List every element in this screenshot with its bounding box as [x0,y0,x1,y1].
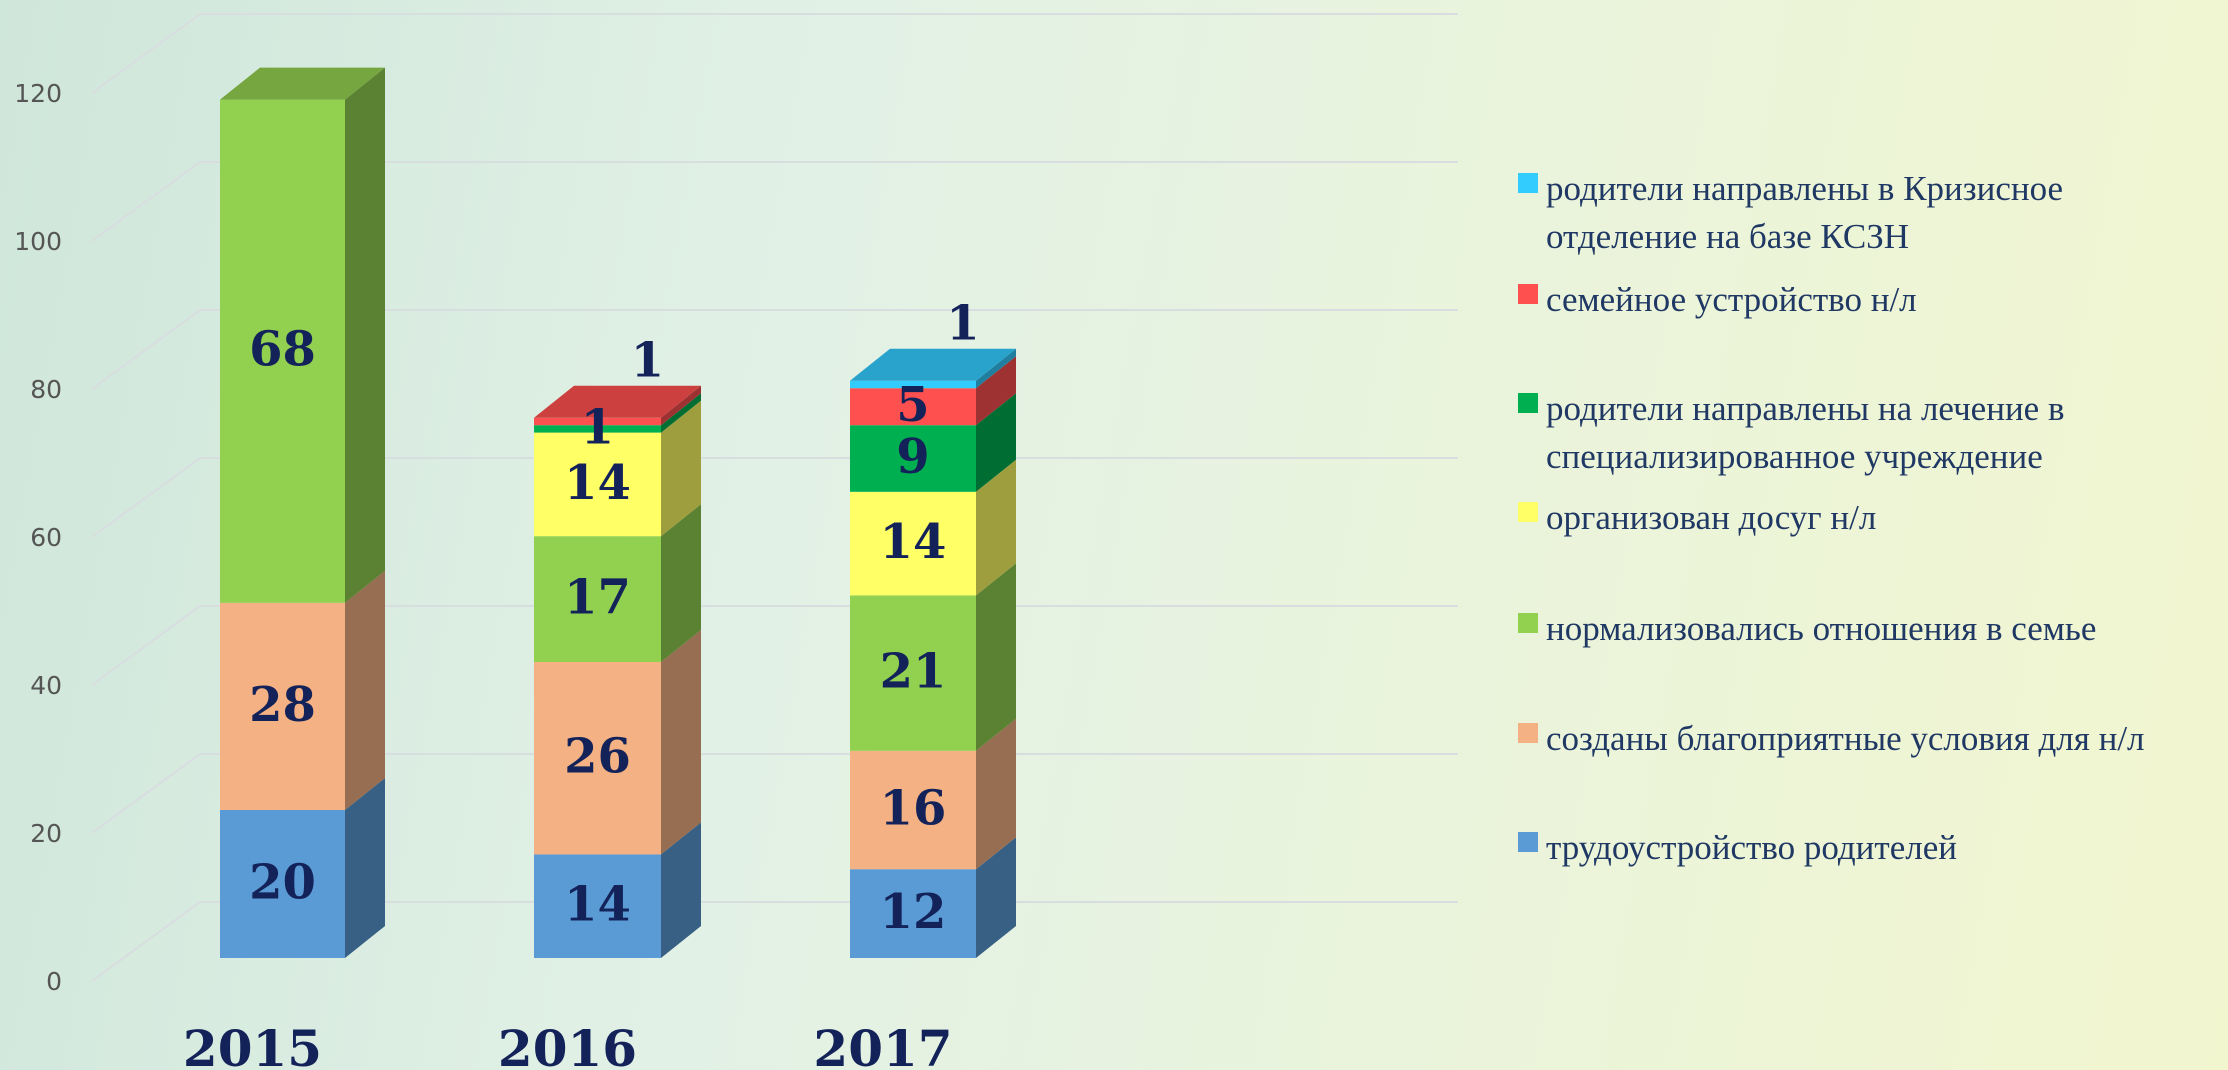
bar [850,380,976,389]
grid-line [91,605,201,686]
bar-top [850,348,1016,381]
bar-side [661,504,701,662]
bar-side [976,459,1016,596]
data-label: 21 [880,644,947,700]
legend-swatch [1518,502,1538,522]
legend-label: организован досуг н/л [1546,498,1877,537]
data-label: 5 [896,377,929,433]
bar [850,388,976,426]
bar-side [976,563,1016,751]
bar [534,425,661,433]
bar [534,432,661,537]
bar [850,869,976,958]
bar-side [976,718,1016,870]
x-tick-label: 2017 [813,1019,952,1070]
legend-swatch [1518,284,1538,304]
bar-side [976,837,1016,958]
data-label: 28 [249,677,316,733]
grid-line [91,901,201,982]
bar [534,854,661,958]
data-label: 68 [249,322,316,378]
data-label: 9 [896,429,929,485]
legend-swatch [1518,393,1538,413]
y-tick-label: 20 [30,819,62,848]
bar [850,425,976,492]
bar-top [220,67,385,100]
grid-line [91,161,201,242]
grid-line [91,13,201,94]
bar-side [661,630,701,855]
legend-label: трудоустройство родителей [1546,828,1957,867]
legend-swatch [1518,173,1538,193]
bar [850,491,976,596]
legend-label: родители направлены на лечение в специал… [1546,389,2065,476]
data-label: 1 [631,332,664,388]
legend-swatch [1518,723,1538,743]
data-label: 20 [249,855,316,911]
bar [850,750,976,870]
y-tick-label: 60 [30,523,62,552]
bar-side [345,570,385,810]
y-tick-label: 0 [46,967,62,996]
bar-side [976,348,1016,389]
bar-side [661,822,701,958]
data-label: 26 [564,729,631,785]
legend-label: родители направлены в Кризисное отделени… [1546,169,2064,256]
bar [220,602,345,810]
data-label: 1 [946,295,979,351]
bar-side [661,385,701,426]
y-tick-label: 40 [30,671,62,700]
legend-label: семейное устройство н/л [1546,280,1917,319]
bar-side [345,67,385,603]
bar-side [661,393,701,433]
legend-swatch [1518,613,1538,633]
legend-swatch [1518,832,1538,852]
grid-line [91,309,201,390]
bar [850,595,976,751]
data-label: 14 [564,455,631,511]
bar-side [345,778,385,958]
x-tick-label: 2016 [498,1019,637,1070]
bar-side [976,393,1016,492]
grid-line [91,753,201,834]
legend: трудоустройство родителей созданы благопр… [1518,0,2228,1070]
bar [534,417,661,426]
data-label: 1 [581,399,614,455]
grid-line [91,457,201,538]
x-tick-label: 2015 [183,1019,322,1070]
y-tick-label: 120 [14,79,62,108]
bar-side [976,356,1016,426]
bar [220,810,345,958]
data-label: 17 [564,570,631,626]
legend-label: нормализовались отношения в семье [1546,609,2097,648]
y-tick-label: 100 [14,227,62,256]
bar-side [661,400,701,537]
y-tick-label: 80 [30,375,62,404]
data-label: 14 [564,877,631,933]
bar-top [534,385,701,418]
bar [534,662,661,855]
legend-label: созданы благоприятные условия для н/л [1546,719,2145,758]
data-label: 12 [880,884,947,940]
data-label: 14 [880,514,947,570]
data-label: 16 [880,781,947,837]
bar [220,99,345,603]
bar [534,536,661,662]
